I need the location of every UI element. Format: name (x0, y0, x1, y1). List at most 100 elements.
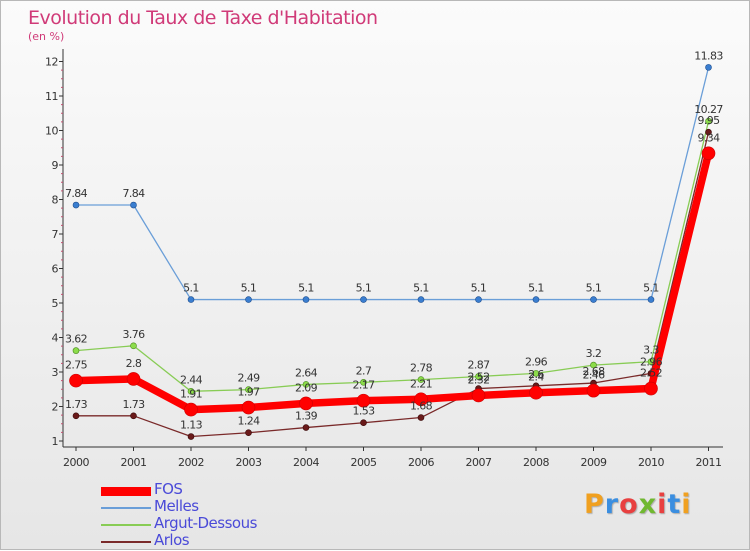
x-tick-label: 2001 (121, 456, 147, 469)
x-tick-label: 2006 (408, 456, 434, 469)
data-point-arlos (187, 433, 195, 440)
data-label-arlos: 1.73 (122, 398, 145, 411)
y-tick-label: 9 (52, 159, 59, 172)
data-point-fos (241, 400, 256, 415)
data-point-arlos (360, 419, 367, 427)
data-label-argut-dessous: 2.64 (295, 366, 318, 379)
data-label-fos: 1.97 (237, 386, 260, 399)
legend-label-arlos: Arlos (154, 531, 190, 549)
data-point-melles (417, 296, 425, 303)
y-tick-label: 7 (52, 228, 59, 241)
data-point-argut-dessous (360, 379, 367, 386)
x-tick-label: 2002 (178, 456, 204, 469)
data-label-melles: 5.1 (183, 282, 199, 295)
data-label-argut-dessous: 3.76 (122, 328, 145, 341)
data-label-argut-dessous: 3.62 (65, 333, 87, 346)
chart-title: Evolution du Taux de Taxe d'Habitation (28, 7, 378, 29)
legend-swatch-arlos (101, 541, 151, 543)
logo-letter: r (604, 489, 620, 520)
data-label-arlos: 1.39 (295, 410, 318, 423)
logo-letter: t (667, 489, 682, 520)
data-point-argut-dessous (130, 342, 137, 350)
series-line-melles (75, 66, 710, 301)
chart-subtitle: (en %) (28, 30, 65, 43)
proxiti-logo: Proxiti (584, 489, 692, 520)
data-point-argut-dessous (532, 370, 540, 377)
data-label-melles: 11.83 (694, 49, 723, 62)
data-label-argut-dessous: 2.78 (410, 362, 433, 375)
legend-label-argut-dessous: Argut-Dessous (154, 514, 257, 532)
data-label-arlos: 1.24 (237, 415, 260, 428)
data-label-melles: 5.1 (643, 282, 659, 295)
data-label-fos: 9.34 (697, 131, 720, 144)
data-point-fos (701, 146, 716, 161)
data-label-fos: 2.52 (640, 367, 662, 380)
legend-swatch-argut-dessous (101, 524, 151, 526)
data-label-fos: 2.32 (467, 373, 489, 386)
x-tick-label: 2010 (638, 456, 664, 469)
data-label-argut-dessous: 3.3 (643, 344, 659, 357)
logo-letter: P (584, 489, 605, 520)
x-tick-label: 2007 (466, 456, 492, 469)
data-label-melles: 5.1 (471, 282, 487, 295)
data-label-arlos: 2.68 (582, 365, 605, 378)
data-label-fos: 2.17 (352, 379, 375, 392)
logo-letter: x (638, 489, 658, 520)
data-label-arlos: 9.95 (697, 114, 720, 127)
data-point-argut-dessous (705, 117, 712, 125)
series-line-fos (72, 149, 713, 414)
data-label-arlos: 1.68 (410, 400, 433, 413)
data-label-arlos: 2.52 (467, 371, 489, 384)
y-tick-label: 8 (52, 194, 59, 207)
data-point-fos (644, 381, 658, 396)
x-tick-label: 2008 (523, 456, 549, 469)
legend-label-fos: FOS (154, 480, 183, 498)
data-label-melles: 5.1 (413, 282, 429, 295)
data-point-melles (360, 296, 367, 303)
data-label-argut-dessous: 2.96 (525, 355, 548, 368)
data-label-argut-dessous: 3.2 (586, 347, 602, 360)
data-label-arlos: 2.6 (528, 368, 544, 381)
data-point-melles (72, 201, 80, 209)
data-point-fos (184, 402, 198, 417)
data-label-argut-dessous: 2.87 (467, 358, 490, 371)
data-label-melles: 5.1 (298, 282, 314, 295)
data-label-arlos: 1.13 (180, 419, 203, 432)
data-label-arlos: 2.96 (640, 355, 663, 368)
logo-letter: i (681, 489, 692, 520)
data-label-fos: 2.8 (126, 357, 142, 370)
data-label-melles: 7.84 (122, 187, 145, 200)
x-tick-label: 2005 (351, 456, 377, 469)
data-point-melles (705, 64, 712, 71)
data-point-argut-dessous (302, 381, 310, 388)
data-label-arlos: 1.53 (352, 405, 375, 418)
data-point-fos (126, 372, 141, 386)
x-tick-label: 2011 (696, 456, 722, 469)
data-point-arlos (705, 128, 712, 136)
series-line-arlos (75, 131, 710, 438)
y-tick-label: 6 (52, 263, 59, 276)
series-layer (69, 64, 716, 440)
y-tick-label: 11 (45, 90, 58, 103)
data-label-fos: 2.4 (528, 371, 544, 384)
data-label-melles: 5.1 (586, 282, 602, 295)
data-label-melles: 5.1 (241, 282, 257, 295)
x-tick-label: 2000 (63, 456, 89, 469)
data-label-melles: 5.1 (356, 282, 372, 295)
data-label-argut-dessous: 2.49 (237, 372, 260, 385)
y-tick-label: 10 (45, 125, 58, 138)
data-point-argut-dessous (72, 347, 80, 354)
y-tick-label: 3 (52, 366, 59, 379)
data-point-arlos (417, 414, 425, 421)
data-point-melles (647, 296, 655, 303)
data-point-melles (302, 296, 310, 303)
legend-swatch-melles (101, 507, 151, 509)
data-point-fos (529, 385, 543, 400)
legend-label-melles: Melles (154, 497, 199, 515)
data-point-argut-dessous (245, 386, 252, 393)
data-point-argut-dessous (187, 388, 195, 395)
y-tick-label: 2 (52, 401, 59, 414)
